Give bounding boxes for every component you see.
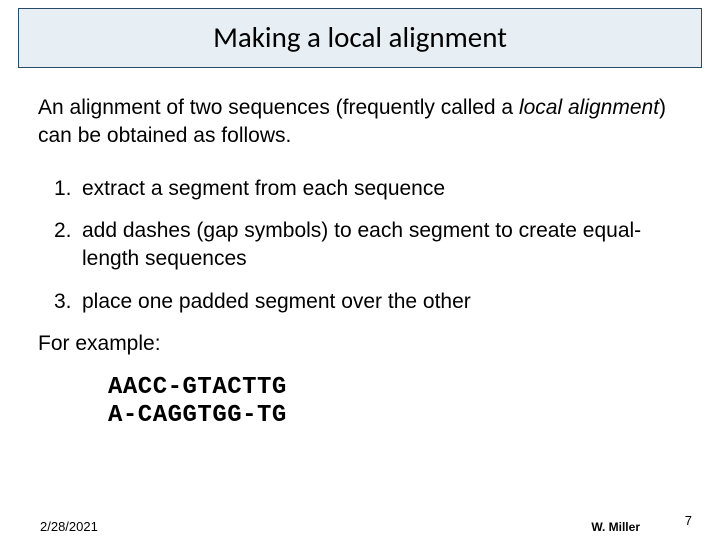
footer-date: 2/28/2021 [40, 519, 98, 534]
content-area: An alignment of two sequences (frequentl… [0, 68, 720, 431]
step-text: place one padded segment over the other [82, 288, 682, 316]
sequence-line-1: AACC-GTACTTG [108, 374, 682, 402]
steps-list: 1. extract a segment from each sequence … [38, 175, 682, 316]
sequence-block: AACC-GTACTTG A-CAGGTGG-TG [38, 374, 682, 431]
sequence-line-2: A-CAGGTGG-TG [108, 402, 682, 430]
footer-author: W. Miller [591, 520, 640, 534]
list-item: 3. place one padded segment over the oth… [54, 288, 682, 316]
list-item: 1. extract a segment from each sequence [54, 175, 682, 203]
page-title: Making a local alignment [19, 19, 701, 55]
intro-paragraph: An alignment of two sequences (frequentl… [38, 94, 682, 151]
footer-page: 7 [685, 513, 692, 528]
intro-italic-term: local alignment [519, 96, 659, 119]
step-number: 3. [54, 288, 82, 316]
step-text: extract a segment from each sequence [82, 175, 682, 203]
step-number: 1. [54, 175, 82, 203]
intro-text-a: An alignment of two sequences (frequentl… [38, 96, 519, 119]
step-text: add dashes (gap symbols) to each segment… [82, 217, 682, 274]
step-number: 2. [54, 217, 82, 274]
title-banner: Making a local alignment [18, 8, 702, 68]
list-item: 2. add dashes (gap symbols) to each segm… [54, 217, 682, 274]
for-example-label: For example: [38, 332, 682, 356]
